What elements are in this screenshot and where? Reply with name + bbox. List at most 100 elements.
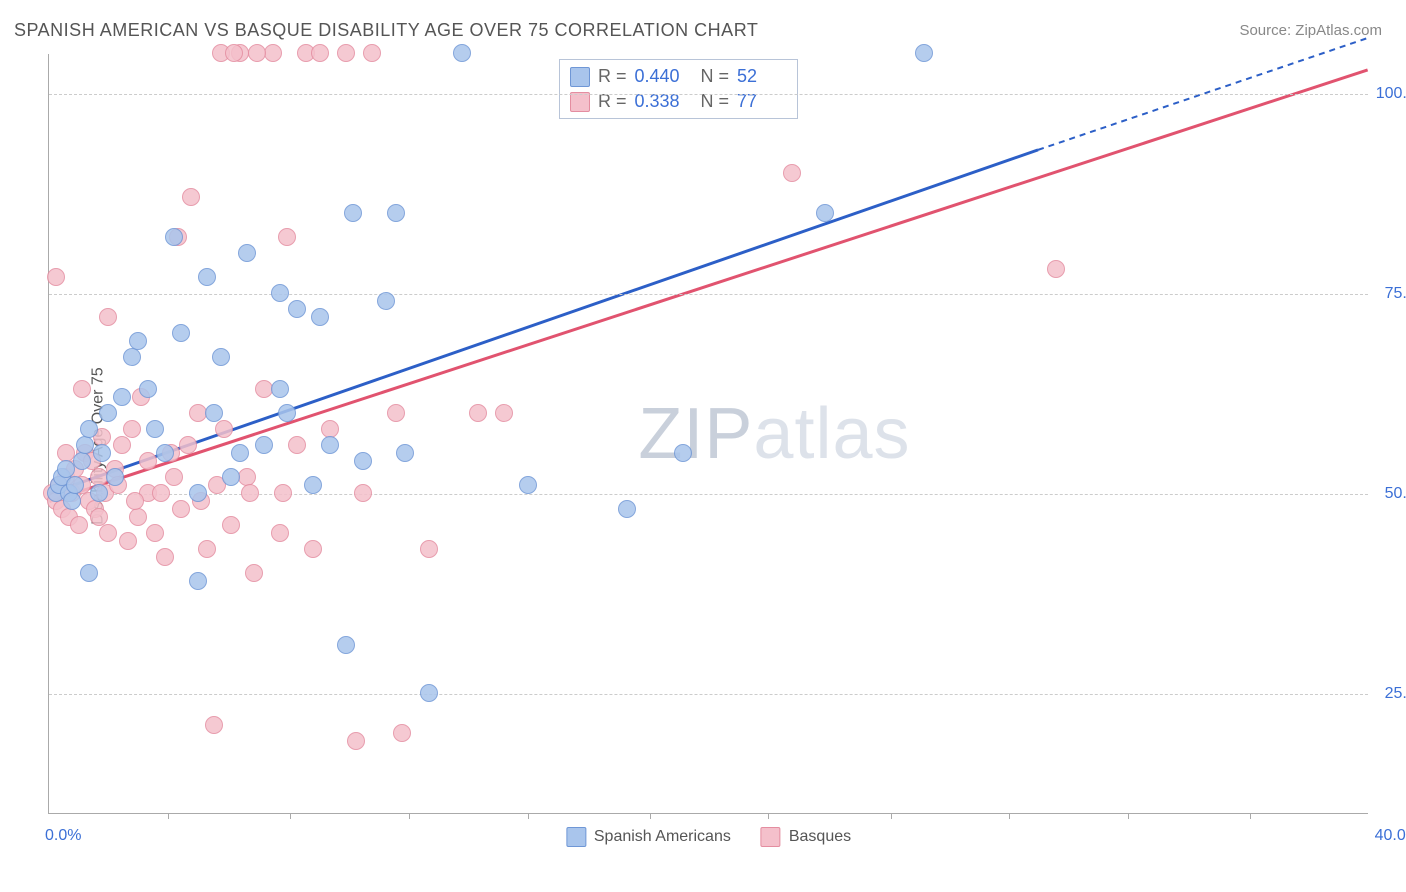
scatter-point xyxy=(123,420,141,438)
scatter-point xyxy=(146,420,164,438)
scatter-point xyxy=(99,308,117,326)
scatter-point xyxy=(57,460,75,478)
scatter-point xyxy=(271,524,289,542)
scatter-point xyxy=(222,468,240,486)
scatter-point xyxy=(255,436,273,454)
scatter-point xyxy=(76,436,94,454)
scatter-point xyxy=(215,420,233,438)
scatter-point xyxy=(63,492,81,510)
scatter-point xyxy=(99,524,117,542)
n-value-spanish: 52 xyxy=(737,66,787,87)
y-tick-label: 50.0% xyxy=(1385,485,1406,503)
legend-bottom: Spanish Americans Basques xyxy=(566,827,851,847)
scatter-point xyxy=(106,468,124,486)
legend-label-basque: Basques xyxy=(789,828,851,846)
x-tick xyxy=(768,813,769,819)
scatter-point xyxy=(205,404,223,422)
scatter-point xyxy=(393,724,411,742)
x-tick xyxy=(1009,813,1010,819)
scatter-point xyxy=(248,44,266,62)
scatter-point xyxy=(783,164,801,182)
x-tick xyxy=(290,813,291,819)
scatter-point xyxy=(66,476,84,494)
scatter-point xyxy=(420,684,438,702)
scatter-point xyxy=(93,444,111,462)
scatter-point xyxy=(271,284,289,302)
scatter-point xyxy=(156,548,174,566)
scatter-point xyxy=(231,444,249,462)
scatter-point xyxy=(146,524,164,542)
scatter-point xyxy=(337,44,355,62)
scatter-point xyxy=(264,44,282,62)
r-value-spanish: 0.440 xyxy=(635,66,685,87)
scatter-point xyxy=(198,540,216,558)
plot-area: ZIPatlas R = 0.440 N = 52 R = 0.338 N = … xyxy=(48,54,1368,814)
scatter-point xyxy=(139,452,157,470)
y-tick-label: 100.0% xyxy=(1376,85,1406,103)
scatter-point xyxy=(674,444,692,462)
scatter-point xyxy=(129,332,147,350)
scatter-point xyxy=(238,468,256,486)
source-attribution: Source: ZipAtlas.com xyxy=(1239,22,1382,39)
scatter-point xyxy=(288,436,306,454)
scatter-point xyxy=(387,204,405,222)
y-tick-label: 25.0% xyxy=(1385,685,1406,703)
scatter-point xyxy=(387,404,405,422)
scatter-point xyxy=(129,508,147,526)
scatter-point xyxy=(198,268,216,286)
scatter-point xyxy=(90,484,108,502)
scatter-point xyxy=(354,452,372,470)
scatter-point xyxy=(205,716,223,734)
scatter-point xyxy=(274,484,292,502)
scatter-point xyxy=(70,516,88,534)
scatter-point xyxy=(165,228,183,246)
x-axis-max-label: 40.0% xyxy=(1375,827,1406,845)
scatter-point xyxy=(278,228,296,246)
scatter-point xyxy=(80,420,98,438)
scatter-point xyxy=(165,468,183,486)
scatter-point xyxy=(156,444,174,462)
n-label: N = xyxy=(701,66,730,87)
scatter-point xyxy=(241,484,259,502)
scatter-point xyxy=(189,404,207,422)
scatter-point xyxy=(337,636,355,654)
scatter-point xyxy=(179,436,197,454)
scatter-point xyxy=(47,268,65,286)
scatter-point xyxy=(278,404,296,422)
x-tick xyxy=(1250,813,1251,819)
scatter-point xyxy=(189,484,207,502)
y-tick-label: 75.0% xyxy=(1385,285,1406,303)
scatter-point xyxy=(396,444,414,462)
swatch-spanish xyxy=(570,67,590,87)
x-tick xyxy=(650,813,651,819)
scatter-point xyxy=(73,380,91,398)
scatter-point xyxy=(347,732,365,750)
scatter-point xyxy=(321,436,339,454)
scatter-point xyxy=(73,452,91,470)
scatter-point xyxy=(255,380,273,398)
legend-item-spanish: Spanish Americans xyxy=(566,827,731,847)
scatter-point xyxy=(245,564,263,582)
x-tick xyxy=(168,813,169,819)
x-tick xyxy=(891,813,892,819)
scatter-point xyxy=(354,484,372,502)
scatter-point xyxy=(1047,260,1065,278)
scatter-point xyxy=(126,492,144,510)
stats-row-basque: R = 0.338 N = 77 xyxy=(570,89,787,114)
scatter-point xyxy=(453,44,471,62)
stats-box: R = 0.440 N = 52 R = 0.338 N = 77 xyxy=(559,59,798,119)
scatter-point xyxy=(189,572,207,590)
legend-swatch-basque xyxy=(761,827,781,847)
scatter-point xyxy=(363,44,381,62)
scatter-point xyxy=(618,500,636,518)
scatter-point xyxy=(152,484,170,502)
legend-swatch-spanish xyxy=(566,827,586,847)
scatter-point xyxy=(816,204,834,222)
scatter-point xyxy=(113,388,131,406)
scatter-point xyxy=(495,404,513,422)
scatter-point xyxy=(344,204,362,222)
scatter-point xyxy=(238,244,256,262)
scatter-point xyxy=(915,44,933,62)
scatter-point xyxy=(311,44,329,62)
scatter-point xyxy=(212,348,230,366)
